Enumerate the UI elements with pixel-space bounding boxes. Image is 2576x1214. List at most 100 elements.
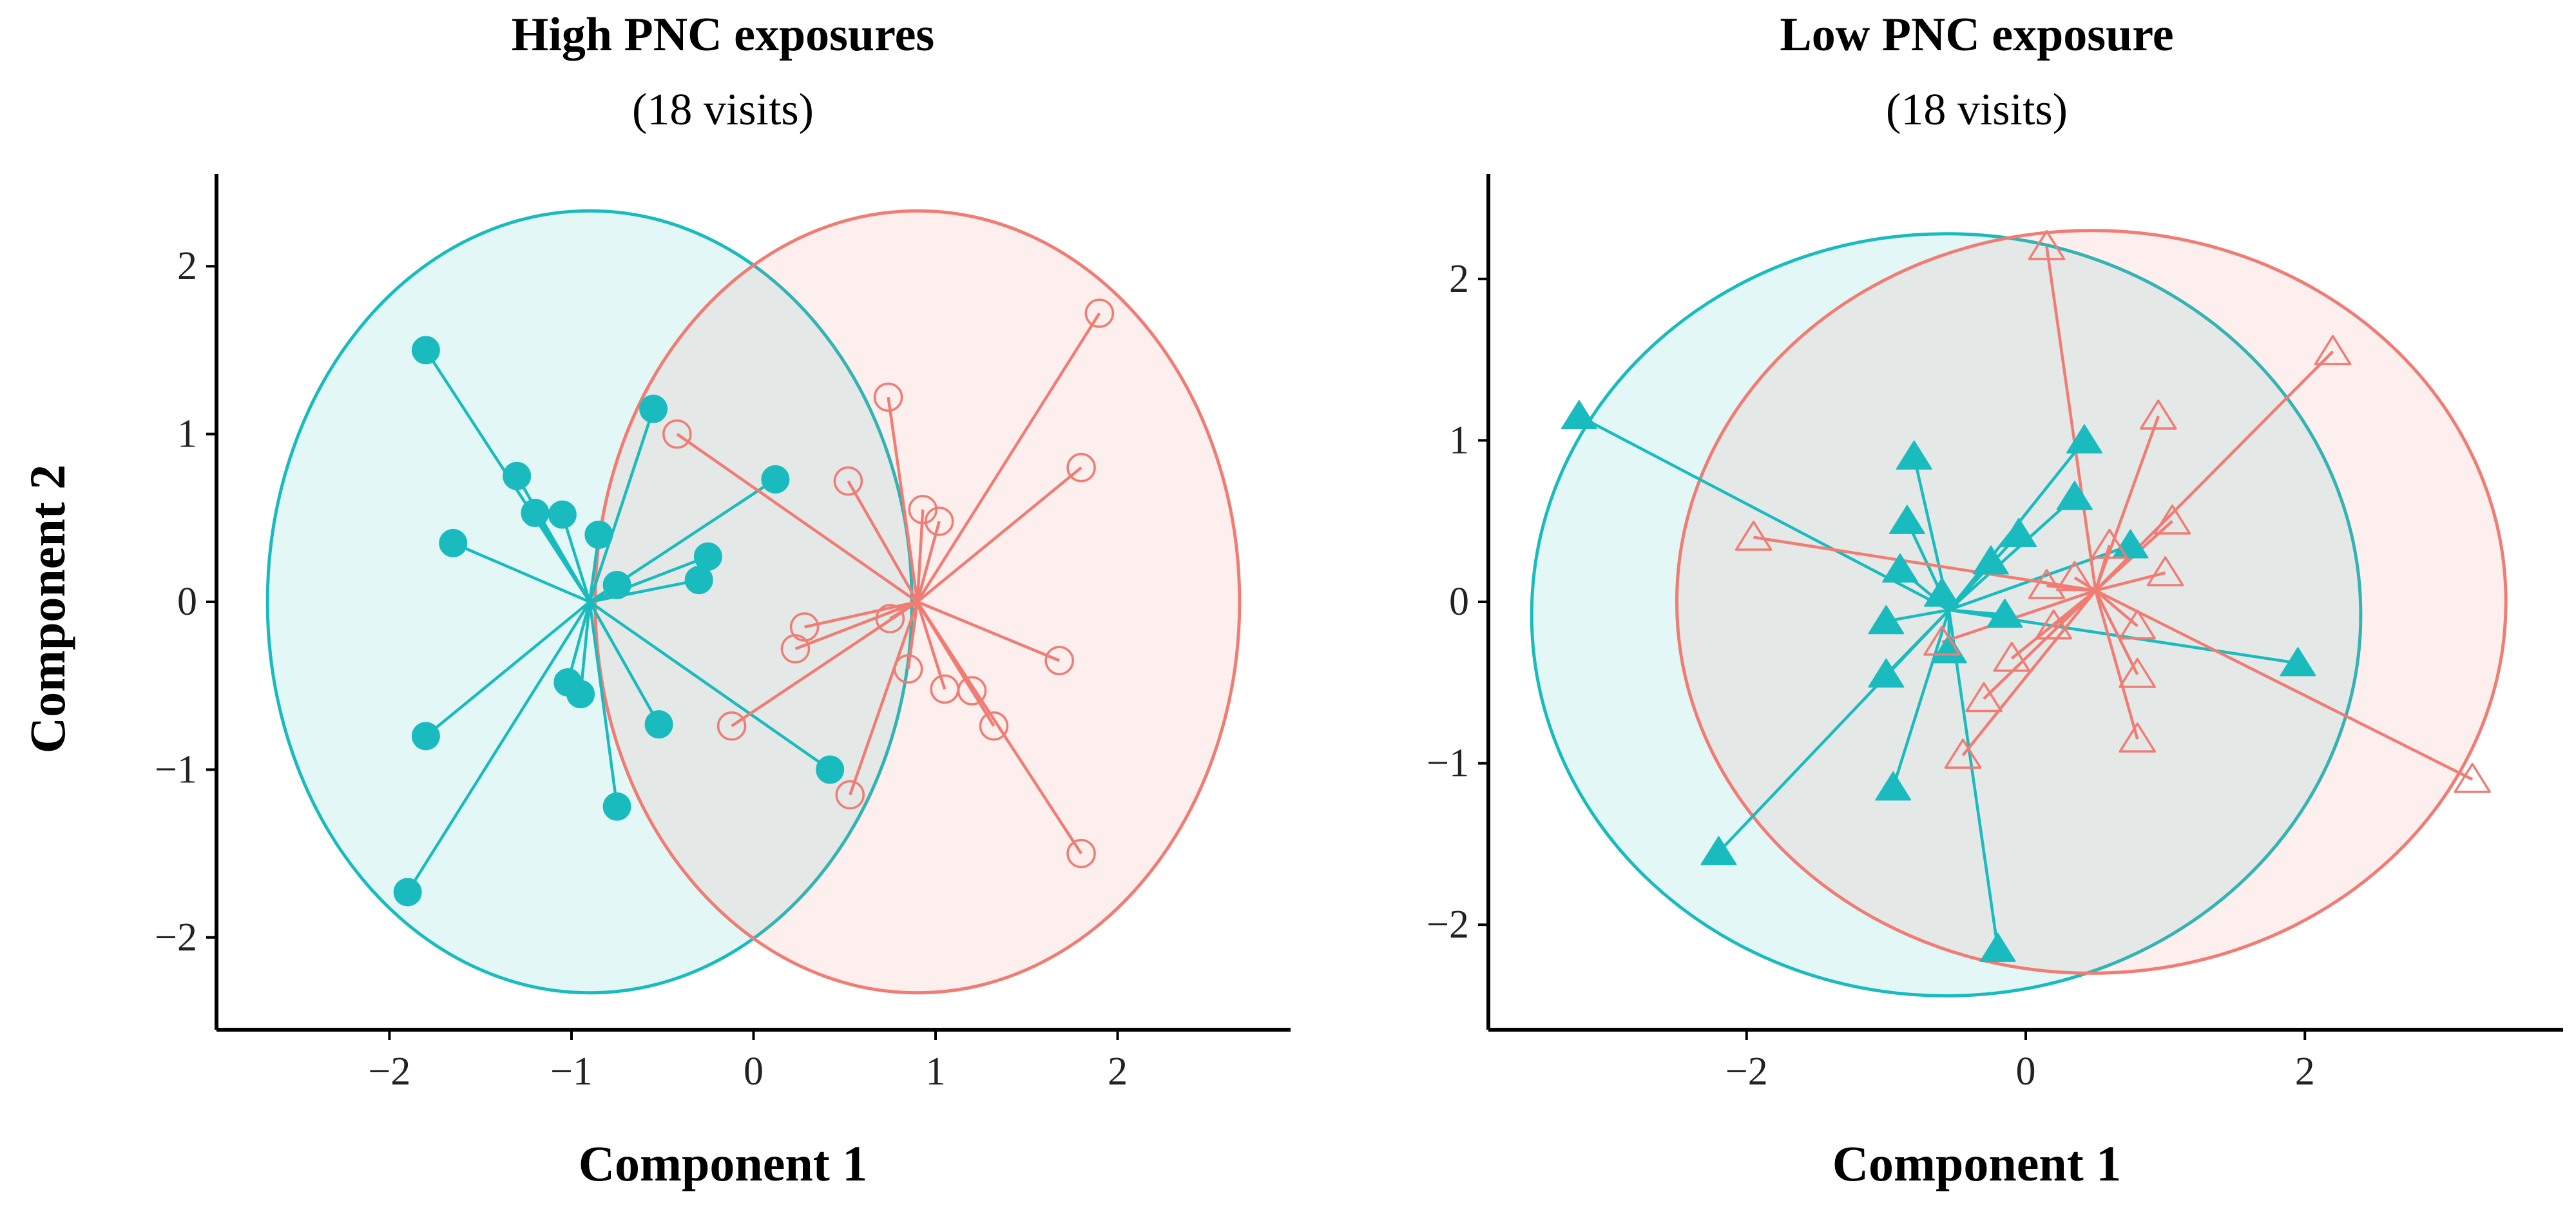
spoke-group-coral: [1961, 590, 2097, 756]
spoke-group-teal: [588, 408, 655, 602]
spoke-group-coral: [916, 601, 1082, 854]
spoke-group-coral: [1983, 589, 2097, 700]
data-point-group-teal: [644, 710, 673, 739]
panel-low-subtitle: (18 visits): [1886, 85, 2068, 135]
data-point-group-coral: [2119, 609, 2157, 640]
spoke-group-teal: [406, 601, 591, 893]
y-tick-label: 2: [177, 244, 197, 288]
panel-high-subtitle: (18 visits): [632, 85, 814, 135]
spoke-group-coral: [916, 509, 925, 602]
spoke-group-coral: [676, 432, 919, 603]
spoke-group-coral: [907, 601, 919, 670]
spoke-group-teal: [452, 541, 591, 604]
spoke-group-coral: [794, 600, 918, 651]
data-point-group-teal: [684, 566, 713, 595]
spoke-group-teal: [589, 578, 700, 604]
data-point-group-teal: [1986, 599, 2023, 628]
data-point-group-teal: [393, 878, 422, 907]
cluster-ellipse-group-coral: [1675, 229, 2508, 975]
spoke-group-teal: [561, 514, 591, 602]
y-tick-label: 2: [1449, 257, 1469, 301]
data-point-group-coral: [924, 506, 954, 536]
y-tick-label: −2: [155, 916, 197, 959]
data-point-group-teal: [816, 755, 845, 784]
spoke-group-teal: [1947, 610, 1999, 950]
spoke-group-coral: [2094, 544, 2111, 592]
data-point-group-teal: [1875, 771, 1912, 801]
data-point-group-teal: [2001, 517, 2037, 547]
y-tick-label: −1: [1427, 742, 1469, 785]
data-point-group-coral: [833, 466, 863, 496]
data-point-group-teal: [1868, 658, 1905, 688]
data-point-group-coral: [2146, 556, 2184, 586]
data-point-group-coral: [1044, 646, 1074, 675]
x-tick-label: 2: [2295, 1050, 2315, 1094]
data-point-group-coral: [2140, 400, 2177, 430]
spoke-group-coral: [847, 480, 919, 603]
data-point-group-coral: [716, 711, 747, 741]
x-tick-label: −2: [368, 1050, 410, 1094]
data-point-group-teal: [439, 528, 468, 557]
data-point-group-coral: [2454, 762, 2491, 793]
spoke-group-teal: [425, 601, 591, 738]
data-point-group-teal: [1561, 400, 1597, 430]
panel-low-title: Low PNC exposure: [1780, 8, 2173, 61]
data-point-group-coral: [2314, 334, 2352, 365]
spoke-group-coral: [2045, 246, 2097, 591]
y-tick-label: −2: [1427, 903, 1469, 947]
data-point-group-teal: [1979, 932, 2016, 962]
data-point-group-coral: [2119, 658, 2157, 688]
spoke-group-teal: [588, 601, 831, 771]
spoke-group-teal: [588, 601, 660, 726]
panel-high-pnc: High PNC exposures (18 visits) Component…: [155, 8, 1291, 1191]
data-point-group-coral: [2056, 561, 2093, 592]
spoke-group-coral: [1941, 589, 2097, 644]
data-point-group-coral: [789, 612, 820, 642]
data-point-group-coral: [1084, 298, 1115, 328]
data-point-group-teal: [503, 461, 532, 490]
data-point-group-teal: [602, 570, 631, 599]
data-point-group-teal: [584, 520, 613, 549]
data-point-group-coral: [2091, 528, 2128, 559]
data-point-group-coral: [930, 674, 959, 704]
spoke-group-teal: [579, 601, 591, 695]
spoke-group-coral: [916, 466, 1082, 603]
data-point-group-teal: [639, 394, 668, 423]
spoke-group-teal: [1717, 608, 1950, 853]
y-tick-label: 0: [177, 580, 197, 624]
spoke-group-coral: [916, 601, 947, 690]
data-point-group-teal: [1896, 440, 1932, 470]
data-point-group-coral: [1923, 625, 1961, 656]
spoke-group-coral: [804, 600, 918, 629]
data-point-group-teal: [1882, 553, 1919, 583]
data-point-group-coral: [780, 634, 811, 664]
data-point-group-teal: [1924, 577, 1961, 607]
spoke-group-coral: [916, 600, 1061, 662]
x-tick-label: 2: [1108, 1050, 1128, 1094]
data-point-group-coral: [1066, 452, 1096, 483]
panel-high-plot: −2 −1 0 1 2 −2 −1 0 1 2: [155, 174, 1291, 1094]
data-point-group-teal: [411, 336, 440, 365]
data-point-group-coral: [957, 676, 987, 706]
data-point-group-teal: [1700, 836, 1737, 865]
x-tick-label: 0: [2016, 1050, 2036, 1094]
data-point-group-coral: [662, 419, 692, 449]
y-tick-label: 1: [177, 412, 197, 456]
data-point-group-coral: [1944, 738, 1982, 769]
spoke-group-coral: [849, 601, 919, 796]
data-point-group-coral: [893, 654, 923, 684]
spoke-group-coral: [2094, 590, 2139, 740]
panel-high-title: High PNC exposures: [512, 8, 934, 61]
data-point-group-coral: [1965, 682, 2003, 713]
data-point-group-teal: [1868, 605, 1905, 635]
y-axis-label: Component 2: [19, 465, 75, 754]
spoke-group-teal: [1885, 608, 1950, 623]
data-point-group-coral: [2028, 569, 2066, 599]
x-tick-label: 1: [926, 1050, 946, 1094]
spoke-group-coral: [916, 312, 1101, 603]
data-point-group-teal: [2056, 481, 2093, 510]
data-point-group-coral: [979, 711, 1009, 741]
data-point-group-coral: [908, 495, 938, 525]
data-point-group-teal: [566, 680, 595, 709]
data-point-group-coral: [1735, 521, 1773, 551]
